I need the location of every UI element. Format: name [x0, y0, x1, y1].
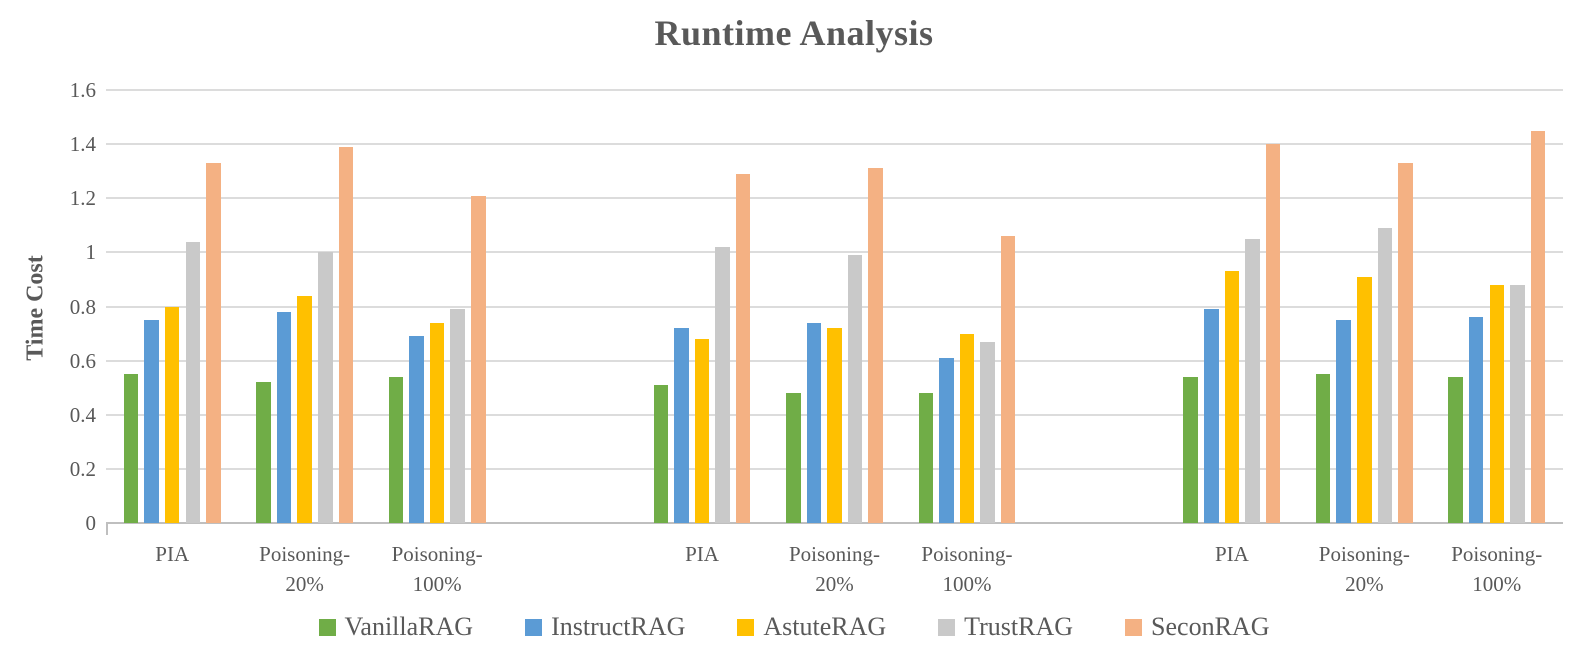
- bar-SeconRAG-cluster1: [206, 163, 221, 523]
- bar-AstuteRAG-cluster5: [827, 328, 842, 523]
- bar-TrustRAG-cluster3: [450, 309, 465, 523]
- bar-TrustRAG-cluster8: [1377, 228, 1393, 523]
- y-tick-label-1: 1: [85, 240, 97, 265]
- bar-AstuteRAG-cluster1: [164, 306, 180, 523]
- x-category-label-5: Poisoning- 20%: [788, 542, 880, 597]
- gridline-1.2: [106, 197, 1563, 200]
- y-tick-label-1.2: 1.2: [69, 186, 96, 211]
- bar-VanillaRAG-cluster5: [786, 393, 801, 523]
- bar-InstructRAG-cluster2: [276, 311, 292, 523]
- bar-InstructRAG-cluster6: [939, 357, 954, 523]
- legend-label-VanillaRAG: VanillaRAG: [344, 612, 474, 641]
- bar-TrustRAG-cluster5: [847, 255, 863, 523]
- x-axis-line: [106, 522, 1563, 524]
- bar-SeconRAG-cluster9: [1530, 130, 1546, 523]
- chart-title: Runtime Analysis: [654, 13, 934, 53]
- legend-label-InstructRAG: InstructRAG: [551, 612, 686, 641]
- bar-SeconRAG-cluster4: [735, 173, 751, 523]
- bar-InstructRAG-cluster1: [144, 320, 159, 523]
- bar-InstructRAG-cluster7: [1204, 309, 1219, 523]
- y-tick-label-1.4: 1.4: [69, 132, 96, 157]
- bar-VanillaRAG-cluster7: [1183, 376, 1198, 523]
- bar-TrustRAG-cluster9: [1510, 284, 1525, 523]
- bar-InstructRAG-cluster4: [674, 328, 689, 523]
- legend-item-InstructRAG: InstructRAG: [525, 614, 685, 640]
- legend-label-TrustRAG: TrustRAG: [964, 612, 1074, 641]
- bar-InstructRAG-cluster8: [1336, 320, 1351, 523]
- bar-InstructRAG-cluster3: [409, 336, 424, 523]
- bar-InstructRAG-cluster9: [1468, 317, 1484, 523]
- bar-SeconRAG-cluster5: [868, 168, 883, 523]
- legend-swatch-VanillaRAG: [318, 618, 336, 636]
- bar-SeconRAG-cluster3: [471, 195, 486, 523]
- legend-swatch-AstuteRAG: [737, 618, 755, 636]
- x-category-label-2: Poisoning- 20%: [259, 542, 351, 597]
- x-category-label-1: PIA: [155, 542, 190, 566]
- y-tick-label-0: 0: [85, 511, 97, 535]
- bar-VanillaRAG-cluster9: [1448, 376, 1463, 523]
- x-category-label-3: Poisoning- 100%: [391, 542, 483, 597]
- chart-legend: VanillaRAG InstructRAG AstuteRAG TrustRAG Se…: [0, 614, 1588, 640]
- bar-TrustRAG-cluster7: [1245, 238, 1260, 523]
- bar-SeconRAG-cluster8: [1398, 163, 1413, 523]
- y-tick-label-0.2: 0.2: [69, 456, 96, 481]
- x-category-label-6: Poisoning- 100%: [921, 542, 1013, 597]
- legend-label-SeconRAG: SeconRAG: [1151, 612, 1270, 641]
- bar-AstuteRAG-cluster2: [297, 295, 312, 523]
- legend-label-AstuteRAG: AstuteRAG: [763, 612, 887, 641]
- bar-VanillaRAG-cluster1: [123, 374, 139, 523]
- y-tick-label-1.6: 1.6: [69, 78, 96, 102]
- bar-TrustRAG-cluster4: [715, 246, 730, 523]
- legend-swatch-SeconRAG: [1125, 618, 1143, 636]
- bar-SeconRAG-cluster2: [338, 146, 354, 523]
- legend-item-TrustRAG: TrustRAG: [938, 614, 1073, 640]
- gridline-0.8: [106, 305, 1563, 308]
- bar-VanillaRAG-cluster4: [653, 384, 669, 523]
- bar-AstuteRAG-cluster9: [1489, 284, 1505, 523]
- x-axis-start-tick: [106, 523, 108, 535]
- y-tick-label-0.6: 0.6: [69, 348, 96, 373]
- gridline-1.6: [106, 89, 1563, 91]
- bar-AstuteRAG-cluster6: [959, 333, 975, 523]
- gridline-1.4: [106, 143, 1563, 146]
- x-category-label-8: Poisoning- 20%: [1318, 542, 1410, 597]
- bar-AstuteRAG-cluster7: [1224, 271, 1240, 523]
- legend-swatch-InstructRAG: [525, 618, 543, 636]
- gridline-1: [106, 251, 1563, 254]
- x-category-label-7: PIA: [1214, 542, 1249, 566]
- bar-SeconRAG-cluster6: [1000, 236, 1016, 523]
- y-tick-label-0.8: 0.8: [69, 294, 96, 319]
- x-category-label-4: PIA: [685, 542, 719, 566]
- bar-AstuteRAG-cluster4: [694, 338, 710, 523]
- bar-InstructRAG-cluster5: [806, 322, 822, 523]
- y-tick-label-0.4: 0.4: [69, 402, 96, 427]
- legend-item-VanillaRAG: VanillaRAG: [318, 612, 474, 641]
- bar-VanillaRAG-cluster6: [918, 393, 933, 523]
- legend-item-AstuteRAG: AstuteRAG: [737, 614, 886, 640]
- bar-TrustRAG-cluster6: [980, 341, 995, 523]
- bar-VanillaRAG-cluster3: [388, 376, 404, 523]
- bar-SeconRAG-cluster7: [1265, 144, 1281, 523]
- bar-AstuteRAG-cluster3: [429, 322, 445, 523]
- bar-VanillaRAG-cluster8: [1315, 374, 1331, 523]
- x-category-label-9: Poisoning- 100%: [1451, 542, 1543, 597]
- bar-VanillaRAG-cluster2: [256, 382, 271, 523]
- legend-item-SeconRAG: SeconRAG: [1125, 614, 1269, 640]
- bar-AstuteRAG-cluster8: [1357, 276, 1372, 523]
- bar-TrustRAG-cluster1: [185, 241, 201, 523]
- bar-TrustRAG-cluster2: [318, 252, 333, 523]
- legend-swatch-TrustRAG: [938, 618, 956, 636]
